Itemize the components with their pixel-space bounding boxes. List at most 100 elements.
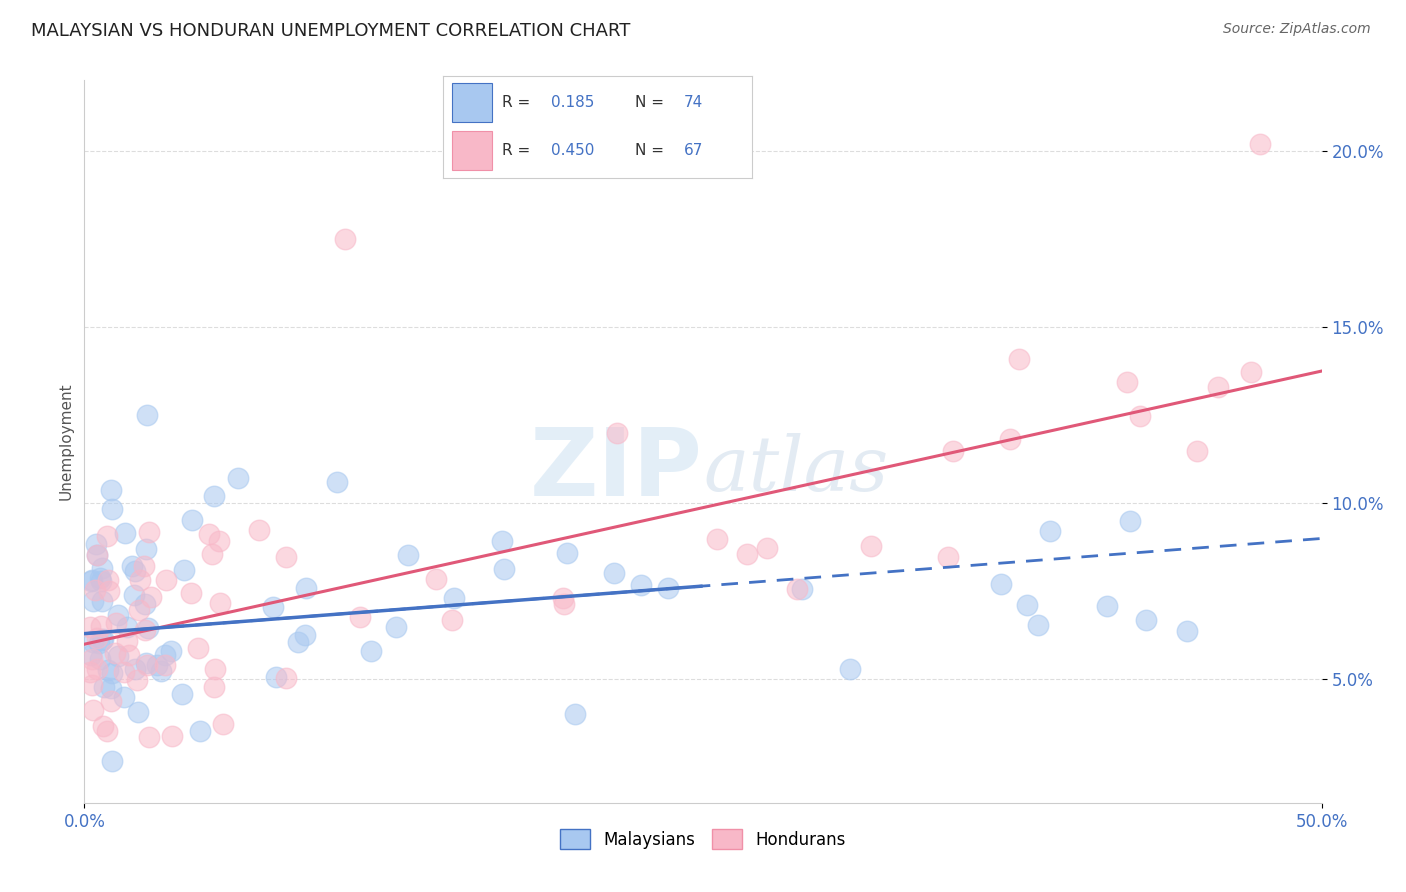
- Point: [1175, 624, 1198, 639]
- Point: [630, 578, 652, 592]
- Point: [127, 705, 149, 719]
- Point: [136, 621, 159, 635]
- Point: [1135, 613, 1157, 627]
- Point: [141, 590, 163, 604]
- Point: [82, 703, 104, 717]
- Point: [90, 633, 112, 648]
- Point: [134, 558, 156, 573]
- Point: [86, 631, 108, 645]
- Point: [90, 594, 112, 608]
- Point: [287, 634, 309, 648]
- Point: [942, 444, 965, 458]
- Point: [104, 647, 127, 661]
- Point: [104, 616, 127, 631]
- Point: [555, 546, 578, 560]
- Point: [706, 533, 728, 547]
- Point: [201, 547, 224, 561]
- Point: [247, 523, 270, 537]
- Point: [204, 662, 226, 676]
- Point: [1185, 444, 1208, 458]
- Point: [735, 547, 758, 561]
- Point: [114, 665, 136, 680]
- Point: [274, 550, 297, 565]
- Y-axis label: Unemployment: Unemployment: [58, 383, 73, 500]
- Point: [180, 586, 202, 600]
- Point: [80, 651, 103, 665]
- Point: [173, 563, 195, 577]
- Point: [121, 558, 143, 573]
- Point: [89, 651, 111, 665]
- Point: [98, 584, 121, 599]
- Point: [91, 632, 114, 646]
- Point: [564, 706, 586, 721]
- Point: [425, 572, 447, 586]
- Point: [135, 656, 157, 670]
- Point: [91, 719, 114, 733]
- Point: [1129, 409, 1152, 424]
- Point: [1015, 599, 1038, 613]
- Point: [349, 610, 371, 624]
- Point: [786, 582, 808, 597]
- Point: [491, 533, 513, 548]
- Point: [96, 529, 118, 543]
- Point: [188, 723, 211, 738]
- Point: [134, 624, 156, 638]
- Text: 0.185: 0.185: [551, 95, 595, 110]
- Point: [135, 541, 157, 556]
- Point: [136, 657, 159, 672]
- Point: [100, 681, 122, 695]
- Text: Source: ZipAtlas.com: Source: ZipAtlas.com: [1223, 22, 1371, 37]
- Point: [87, 636, 110, 650]
- Point: [86, 662, 108, 676]
- Point: [145, 657, 167, 672]
- Point: [159, 644, 181, 658]
- Point: [118, 648, 141, 662]
- Text: 74: 74: [685, 95, 703, 110]
- Point: [136, 408, 159, 422]
- Text: atlas: atlas: [703, 434, 889, 508]
- Point: [838, 662, 860, 676]
- Text: 0.450: 0.450: [551, 144, 595, 158]
- Point: [202, 489, 225, 503]
- Point: [226, 471, 249, 485]
- Point: [440, 613, 463, 627]
- Point: [187, 641, 209, 656]
- Point: [149, 664, 172, 678]
- Point: [998, 432, 1021, 446]
- Point: [274, 671, 297, 685]
- Point: [82, 634, 104, 648]
- Point: [553, 598, 575, 612]
- Point: [1206, 380, 1229, 394]
- Point: [122, 588, 145, 602]
- Point: [114, 526, 136, 541]
- Point: [198, 527, 221, 541]
- Point: [208, 534, 231, 549]
- Point: [1119, 514, 1142, 528]
- Point: [294, 628, 316, 642]
- Point: [97, 573, 120, 587]
- Point: [84, 582, 107, 597]
- Text: 67: 67: [685, 144, 703, 158]
- Point: [127, 673, 149, 688]
- Point: [79, 665, 101, 679]
- Point: [1008, 351, 1031, 366]
- Point: [262, 600, 284, 615]
- Point: [100, 501, 122, 516]
- Text: ZIP: ZIP: [530, 425, 703, 516]
- Point: [606, 426, 628, 441]
- Point: [101, 755, 124, 769]
- Point: [170, 687, 193, 701]
- Point: [100, 694, 122, 708]
- Point: [129, 573, 152, 587]
- Point: [86, 548, 108, 562]
- Point: [79, 620, 101, 634]
- Point: [398, 548, 420, 562]
- Point: [101, 666, 124, 681]
- Point: [128, 603, 150, 617]
- Text: R =: R =: [502, 95, 534, 110]
- Point: [155, 573, 177, 587]
- Point: [1240, 365, 1263, 379]
- Text: R =: R =: [502, 144, 534, 158]
- Point: [138, 730, 160, 744]
- Legend: Malaysians, Hondurans: Malaysians, Hondurans: [554, 822, 852, 856]
